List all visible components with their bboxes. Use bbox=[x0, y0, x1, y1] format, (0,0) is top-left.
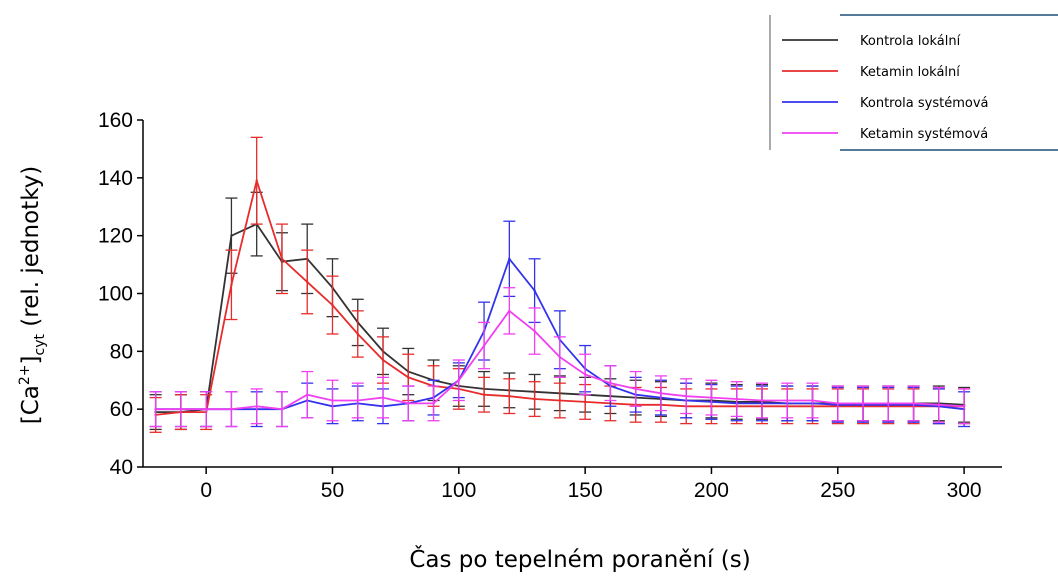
data-point bbox=[735, 397, 738, 401]
y-tick-label: 120 bbox=[98, 225, 133, 248]
legend-label: Kontrola lokální bbox=[860, 34, 961, 49]
data-point bbox=[356, 399, 359, 402]
data-point bbox=[508, 394, 511, 398]
data-point bbox=[760, 399, 764, 402]
data-point bbox=[306, 393, 309, 396]
data-point bbox=[634, 387, 637, 391]
data-point bbox=[811, 399, 814, 402]
data-point bbox=[204, 407, 208, 411]
y-tick-label: 100 bbox=[98, 283, 133, 306]
data-point bbox=[786, 399, 789, 402]
data-point bbox=[684, 394, 688, 398]
legend-label: Kontrola systémová bbox=[860, 96, 989, 111]
y-axis-label: [Ca2+]cyt (rel. jednotky) bbox=[17, 166, 48, 425]
legend-item-1: Kontrola lokální bbox=[782, 34, 961, 49]
data-point bbox=[306, 280, 309, 284]
data-point bbox=[533, 329, 536, 333]
legend-item-2: Ketamin lokální bbox=[782, 65, 960, 80]
y-tick-label: 160 bbox=[98, 109, 133, 132]
x-tick-label: 150 bbox=[568, 479, 603, 502]
data-point bbox=[558, 355, 562, 359]
data-point bbox=[558, 399, 562, 402]
data-point bbox=[508, 309, 511, 313]
x-tick-label: 300 bbox=[947, 479, 982, 502]
series-2 bbox=[149, 136, 971, 433]
data-point bbox=[255, 179, 258, 182]
data-point bbox=[533, 289, 536, 292]
data-point bbox=[154, 407, 157, 411]
y-tick-label: 40 bbox=[110, 456, 133, 479]
x-axis-label: Čas po tepelném poranění (s) bbox=[409, 545, 750, 573]
data-point bbox=[861, 402, 865, 405]
x-tick-label: 0 bbox=[200, 479, 212, 502]
data-point bbox=[331, 399, 334, 402]
data-point bbox=[356, 332, 359, 336]
data-point bbox=[937, 403, 941, 407]
data-point bbox=[331, 303, 334, 307]
y-tick-label: 80 bbox=[110, 340, 133, 363]
data-point bbox=[407, 376, 410, 379]
data-point bbox=[381, 396, 385, 399]
data-point bbox=[230, 234, 233, 237]
data-point bbox=[710, 396, 713, 399]
data-point bbox=[280, 407, 284, 411]
data-point bbox=[280, 257, 284, 260]
x-tick-label: 200 bbox=[694, 479, 729, 502]
data-point bbox=[533, 397, 536, 401]
series-4 bbox=[149, 287, 971, 428]
data-point bbox=[230, 407, 233, 411]
legend-label: Ketamin systémová bbox=[860, 127, 988, 142]
data-point bbox=[381, 358, 385, 362]
legend-item-4: Ketamin systémová bbox=[782, 127, 988, 142]
data-point bbox=[255, 405, 258, 408]
y-tick-label: 140 bbox=[98, 167, 133, 190]
data-point bbox=[482, 344, 486, 347]
data-point bbox=[887, 402, 890, 405]
x-tick-label: 250 bbox=[820, 479, 855, 502]
data-point bbox=[609, 381, 612, 385]
x-tick-label: 50 bbox=[321, 479, 344, 502]
data-point bbox=[432, 402, 435, 405]
data-point bbox=[962, 405, 966, 408]
data-point bbox=[583, 400, 587, 404]
y-tick-label: 60 bbox=[110, 398, 133, 421]
data-point bbox=[659, 392, 663, 395]
data-point bbox=[912, 402, 915, 405]
data-point bbox=[179, 407, 183, 411]
data-point bbox=[407, 402, 410, 405]
data-point bbox=[457, 379, 461, 382]
x-tick-label: 100 bbox=[441, 479, 476, 502]
data-point bbox=[482, 393, 486, 396]
legend-label: Ketamin lokální bbox=[860, 65, 960, 80]
data-point bbox=[508, 257, 511, 260]
data-point bbox=[583, 373, 587, 376]
legend: Kontrola lokální Ketamin lokální Kontrola … bbox=[769, 14, 1058, 151]
legend-item-3: Kontrola systémová bbox=[782, 96, 989, 111]
data-point bbox=[230, 283, 233, 287]
data-point bbox=[836, 402, 839, 405]
plot-area bbox=[149, 136, 971, 433]
